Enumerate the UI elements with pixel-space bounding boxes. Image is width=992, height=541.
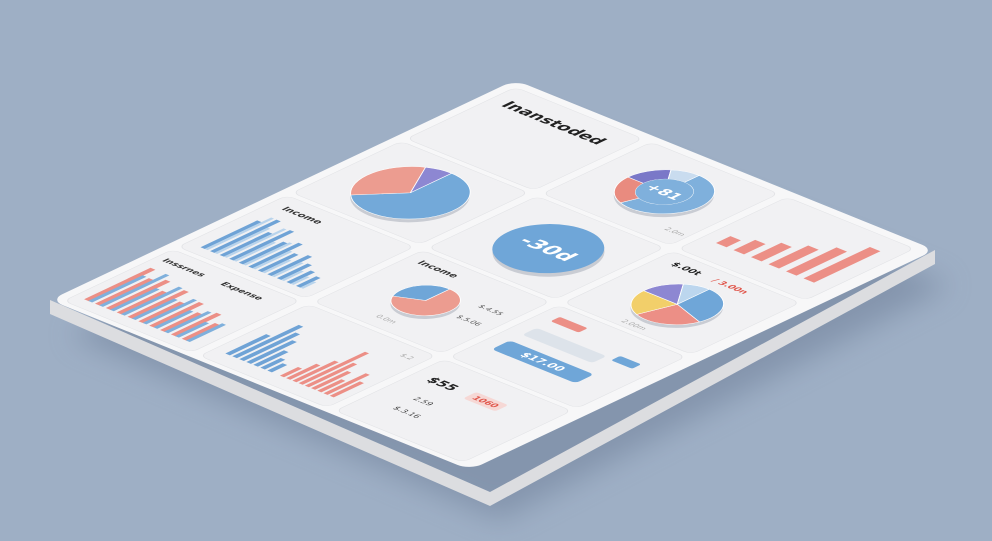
bar (242, 242, 293, 266)
bar (281, 270, 304, 281)
bar (290, 276, 310, 285)
bar (153, 310, 194, 329)
bar (298, 351, 370, 385)
bar (715, 236, 741, 248)
bar (260, 357, 286, 370)
bar (120, 286, 183, 316)
bar (252, 250, 293, 270)
bar (271, 262, 304, 278)
pie-slice (676, 283, 710, 305)
bar (223, 228, 287, 258)
bar (257, 253, 299, 273)
bar (768, 245, 819, 269)
label: 0.0m (373, 314, 399, 325)
panel (409, 88, 640, 189)
bar (149, 302, 204, 328)
bar (279, 366, 303, 378)
bar (750, 242, 792, 262)
bar (127, 290, 189, 319)
bar (88, 275, 147, 303)
bar (219, 231, 273, 257)
pie-slice (630, 290, 679, 315)
bar (286, 363, 321, 380)
panel (681, 198, 911, 299)
bar (142, 298, 198, 325)
bar (131, 298, 178, 321)
bar (262, 259, 292, 274)
bar (295, 276, 321, 288)
bar (785, 247, 848, 276)
bar (99, 273, 170, 307)
bar (300, 281, 317, 289)
bar (175, 321, 210, 338)
pie-slice (350, 166, 427, 196)
pie-slice (390, 288, 461, 316)
chip (551, 317, 587, 333)
bar (233, 241, 277, 262)
dashboard: InanstodedIncomeInssrnesExpense+812.0m-3… (57, 83, 928, 467)
bar (105, 279, 171, 310)
donut-center (635, 179, 694, 205)
bar (116, 290, 168, 315)
badge (464, 392, 507, 411)
status-donut (492, 224, 605, 274)
bar (248, 242, 303, 269)
bar (232, 324, 304, 359)
bar (185, 323, 226, 342)
bar (170, 312, 222, 337)
bar (286, 270, 316, 284)
button[interactable] (491, 340, 594, 383)
bar (323, 373, 370, 395)
bar (214, 227, 271, 254)
bar (138, 301, 185, 324)
bar (304, 362, 358, 388)
bar (317, 379, 346, 393)
bar (160, 312, 203, 332)
label: 2.0m (662, 226, 688, 237)
bar (210, 219, 281, 253)
bar (329, 381, 364, 398)
pie-slice (350, 172, 471, 220)
bar (292, 360, 339, 383)
bar (229, 230, 295, 261)
bar (238, 241, 288, 265)
board-edge (50, 250, 935, 506)
bar (253, 350, 289, 367)
label: $.2 (397, 352, 416, 360)
pie-slice (392, 285, 451, 301)
bar (803, 246, 881, 283)
panel (67, 250, 297, 351)
label: 2.59 (410, 396, 436, 407)
bar (200, 220, 262, 249)
bar (733, 239, 766, 255)
panel (453, 306, 683, 407)
pie-slice (409, 166, 453, 193)
bar (267, 363, 288, 373)
bar (164, 311, 212, 334)
bar (84, 267, 156, 302)
bar (239, 332, 301, 361)
panel (338, 360, 569, 461)
bar (181, 323, 220, 341)
field (524, 328, 605, 363)
panel (203, 305, 433, 406)
bar (225, 334, 271, 356)
bar (204, 217, 275, 251)
bar (94, 278, 154, 306)
pie-slice (676, 288, 725, 323)
pie-slice (635, 304, 701, 325)
bar (246, 340, 297, 364)
bar (267, 255, 313, 277)
bar (109, 288, 160, 312)
bar (276, 263, 312, 280)
bar (311, 371, 352, 390)
chip (612, 356, 641, 369)
